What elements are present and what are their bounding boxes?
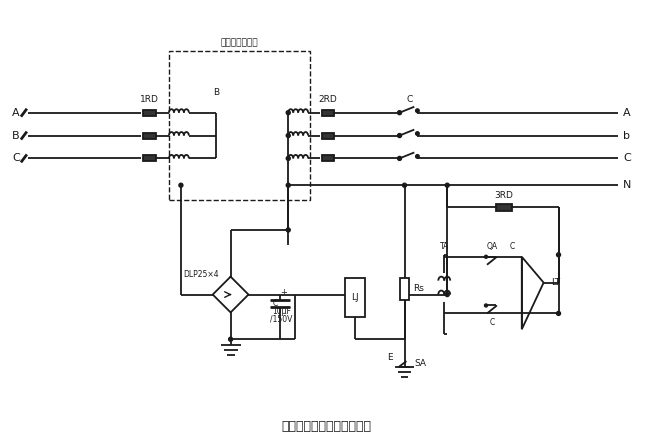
Bar xyxy=(400,278,409,300)
Circle shape xyxy=(286,228,290,232)
Text: LT: LT xyxy=(552,278,561,287)
Text: B: B xyxy=(213,88,219,97)
Bar xyxy=(143,110,156,116)
Circle shape xyxy=(445,293,449,297)
Text: TA: TA xyxy=(439,242,449,251)
Bar xyxy=(169,51,310,200)
Circle shape xyxy=(415,132,419,135)
Text: N: N xyxy=(623,180,632,190)
Circle shape xyxy=(398,156,402,160)
Circle shape xyxy=(402,183,406,187)
Circle shape xyxy=(557,253,561,257)
Circle shape xyxy=(484,255,488,258)
Circle shape xyxy=(415,155,419,158)
Text: C: C xyxy=(12,153,20,163)
Text: C: C xyxy=(273,299,278,308)
Text: C: C xyxy=(509,242,514,251)
Bar xyxy=(496,204,512,210)
Text: 简单电压型低压触电保安器: 简单电压型低压触电保安器 xyxy=(281,420,371,433)
Text: SA: SA xyxy=(415,359,426,368)
Text: B: B xyxy=(12,131,20,141)
Text: C: C xyxy=(406,95,413,104)
Bar xyxy=(345,278,364,317)
Circle shape xyxy=(286,156,290,160)
Circle shape xyxy=(484,304,488,307)
Text: 小型电力变压器: 小型电力变压器 xyxy=(221,39,258,48)
Text: LJ: LJ xyxy=(351,293,359,302)
Circle shape xyxy=(415,109,419,112)
Text: E: E xyxy=(387,353,393,362)
Text: b: b xyxy=(623,131,630,141)
Text: 2RD: 2RD xyxy=(319,95,337,104)
Text: C: C xyxy=(623,153,631,163)
Circle shape xyxy=(398,134,402,138)
Text: DLP25×4: DLP25×4 xyxy=(183,270,218,279)
Text: A: A xyxy=(12,108,20,118)
Text: 1RD: 1RD xyxy=(140,95,158,104)
Circle shape xyxy=(398,111,402,115)
Circle shape xyxy=(286,134,290,138)
Circle shape xyxy=(286,183,290,187)
Text: 3RD: 3RD xyxy=(494,190,513,200)
Text: 10μF: 10μF xyxy=(272,307,291,316)
Text: A: A xyxy=(623,108,630,118)
Text: Rs: Rs xyxy=(413,284,424,293)
Text: QA: QA xyxy=(486,242,497,251)
Text: C: C xyxy=(490,318,495,327)
Circle shape xyxy=(179,183,183,187)
Circle shape xyxy=(445,183,449,187)
Circle shape xyxy=(286,111,290,115)
Bar xyxy=(143,133,156,139)
Circle shape xyxy=(557,311,561,315)
Bar xyxy=(143,155,156,161)
Text: /150V: /150V xyxy=(270,315,293,324)
Text: +: + xyxy=(280,288,287,297)
Bar xyxy=(322,155,334,161)
Bar xyxy=(322,110,334,116)
Bar xyxy=(322,133,334,139)
Circle shape xyxy=(229,337,233,341)
